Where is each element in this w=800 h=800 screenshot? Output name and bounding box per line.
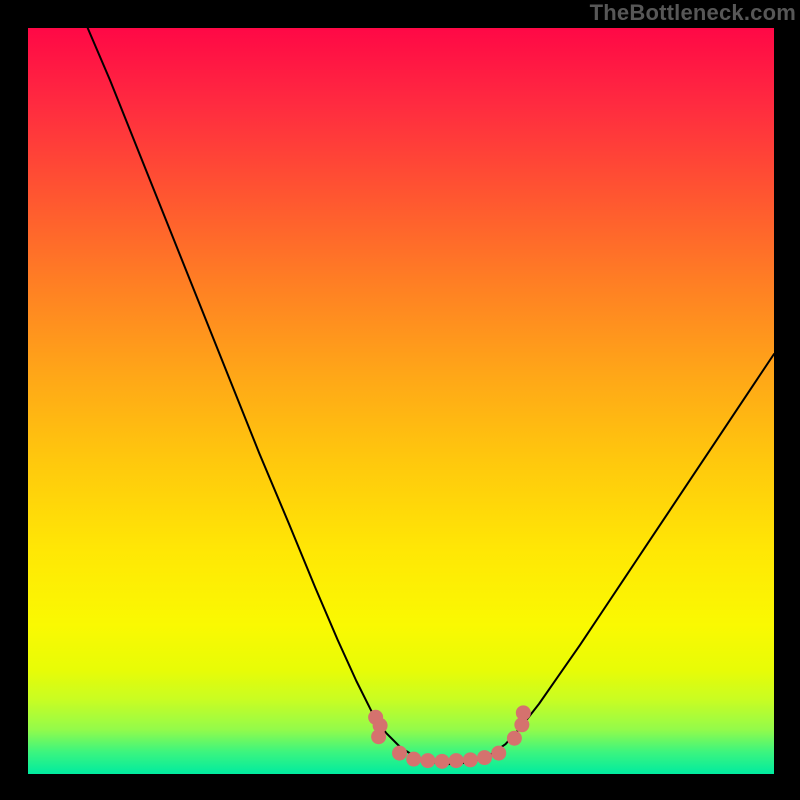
marker-dot: [491, 746, 506, 761]
marker-dot: [463, 752, 478, 767]
bottleneck-curve: [88, 28, 774, 764]
plot-svg: [28, 28, 774, 774]
marker-dot: [406, 752, 421, 767]
marker-dot: [449, 753, 464, 768]
watermark-text: TheBottleneck.com: [590, 0, 796, 26]
marker-dot: [371, 729, 386, 744]
plot-area: [28, 28, 774, 774]
marker-dot: [516, 705, 531, 720]
marker-dot: [507, 731, 522, 746]
marker-dot: [420, 753, 435, 768]
marker-dot: [477, 750, 492, 765]
marker-dot: [435, 754, 450, 769]
bottleneck-markers: [368, 705, 531, 768]
marker-dot: [392, 746, 407, 761]
chart-stage: TheBottleneck.com: [0, 0, 800, 800]
